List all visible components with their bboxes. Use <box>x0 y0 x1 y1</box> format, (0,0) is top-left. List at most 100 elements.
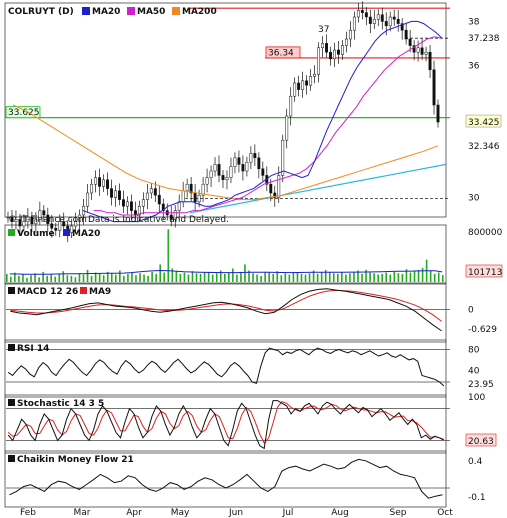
candle-body <box>50 223 54 229</box>
candle-body <box>34 219 38 225</box>
candle-body <box>70 225 74 233</box>
candle-body <box>412 45 416 53</box>
volume-bar <box>62 271 65 282</box>
candle-body <box>54 227 58 231</box>
candle-body <box>249 153 253 163</box>
volume-bar <box>183 272 186 282</box>
candle-body <box>333 49 336 60</box>
legend-label: Chaikin Money Flow 21 <box>17 455 134 465</box>
candle-body <box>129 201 133 211</box>
volume-bar <box>135 275 137 282</box>
volume-last-box <box>465 264 503 278</box>
candle-body <box>245 161 249 172</box>
candle-body <box>325 43 328 53</box>
volume-bar <box>90 275 93 282</box>
candle-body <box>241 164 245 172</box>
last-price-box <box>465 114 502 128</box>
volume-bar <box>119 270 121 282</box>
volume-bar <box>441 275 444 282</box>
volume-bar <box>215 273 218 282</box>
volume-bar <box>58 273 61 282</box>
volume-bar <box>123 275 125 282</box>
candle-body <box>269 183 273 194</box>
volume-bar <box>70 275 73 282</box>
x-tick-label: Jun <box>228 508 243 518</box>
volume-bar <box>345 274 347 282</box>
x-tick-label: Apr <box>126 508 142 518</box>
candle-body <box>432 69 436 106</box>
candle-body <box>10 216 14 222</box>
volume-bar <box>110 273 113 282</box>
candle-body <box>118 190 121 200</box>
price-annotation: 37 <box>318 25 329 35</box>
volume-bar <box>328 271 331 282</box>
candle-body <box>78 214 82 222</box>
stoch-k-line <box>7 400 445 450</box>
candle-body <box>209 170 213 178</box>
candle-body <box>380 14 384 22</box>
volume-bar <box>401 273 404 282</box>
volume-bar <box>413 271 416 282</box>
candle-body <box>305 80 309 86</box>
volume-bar <box>276 271 279 282</box>
candle-body <box>74 221 78 227</box>
candle-body <box>352 16 356 31</box>
volume-bar <box>187 274 190 282</box>
trendline <box>189 163 447 214</box>
volume-bar <box>316 273 319 282</box>
candle-body <box>317 47 321 75</box>
volume-bar <box>280 275 283 282</box>
volume-bar <box>433 273 436 282</box>
candle-body <box>42 210 46 216</box>
price-right-label: 32.346 <box>468 142 500 152</box>
legend-swatch <box>8 455 15 462</box>
volume-bar <box>38 277 40 282</box>
volume-bar <box>50 274 53 282</box>
volume-bar <box>167 229 170 282</box>
candle-body <box>145 192 149 200</box>
volume-bar <box>369 272 371 282</box>
volume-bar <box>86 269 89 282</box>
volume-last-label: 101713 <box>468 268 502 278</box>
volume-bar <box>78 273 81 282</box>
volume-bar <box>223 273 226 282</box>
candle-body <box>400 23 404 31</box>
candle-body <box>329 51 332 60</box>
level-label-box <box>265 46 301 59</box>
candle-body <box>173 210 177 220</box>
volume-bar <box>397 273 400 282</box>
rsi-panel-frame <box>4 339 447 398</box>
volume-bar <box>82 274 85 282</box>
volume-bar <box>296 272 299 282</box>
candle-body <box>277 175 281 198</box>
candle-body <box>229 166 233 178</box>
price-right-label: 37.238 <box>468 34 500 44</box>
legend-label: Volume <box>17 229 55 239</box>
candle-body <box>181 190 185 203</box>
volume-bar <box>22 274 24 282</box>
candle-body <box>141 199 145 207</box>
volume-bar <box>163 272 166 282</box>
volume-bar <box>260 275 262 282</box>
candle-body <box>114 190 117 198</box>
volume-bar <box>393 271 396 282</box>
candle-body <box>102 179 106 187</box>
volume-bar <box>304 274 307 282</box>
candle-body <box>273 192 277 198</box>
candle-body <box>428 51 432 71</box>
candle-body <box>26 216 30 222</box>
volume-bar <box>417 269 420 282</box>
rsi-ytick: 40 <box>468 367 480 377</box>
volume-bar <box>361 273 363 282</box>
candle-body <box>340 45 344 55</box>
candle-body <box>221 175 225 181</box>
volume-bar <box>365 269 367 282</box>
volume-bar <box>34 273 36 282</box>
volume-bar <box>30 275 32 282</box>
volume-bar <box>6 273 8 282</box>
volume-ma20-line <box>9 269 443 275</box>
ma200-line <box>12 104 439 201</box>
candle-body <box>197 194 201 203</box>
volume-bar <box>191 271 194 282</box>
volume-bar <box>341 272 343 282</box>
